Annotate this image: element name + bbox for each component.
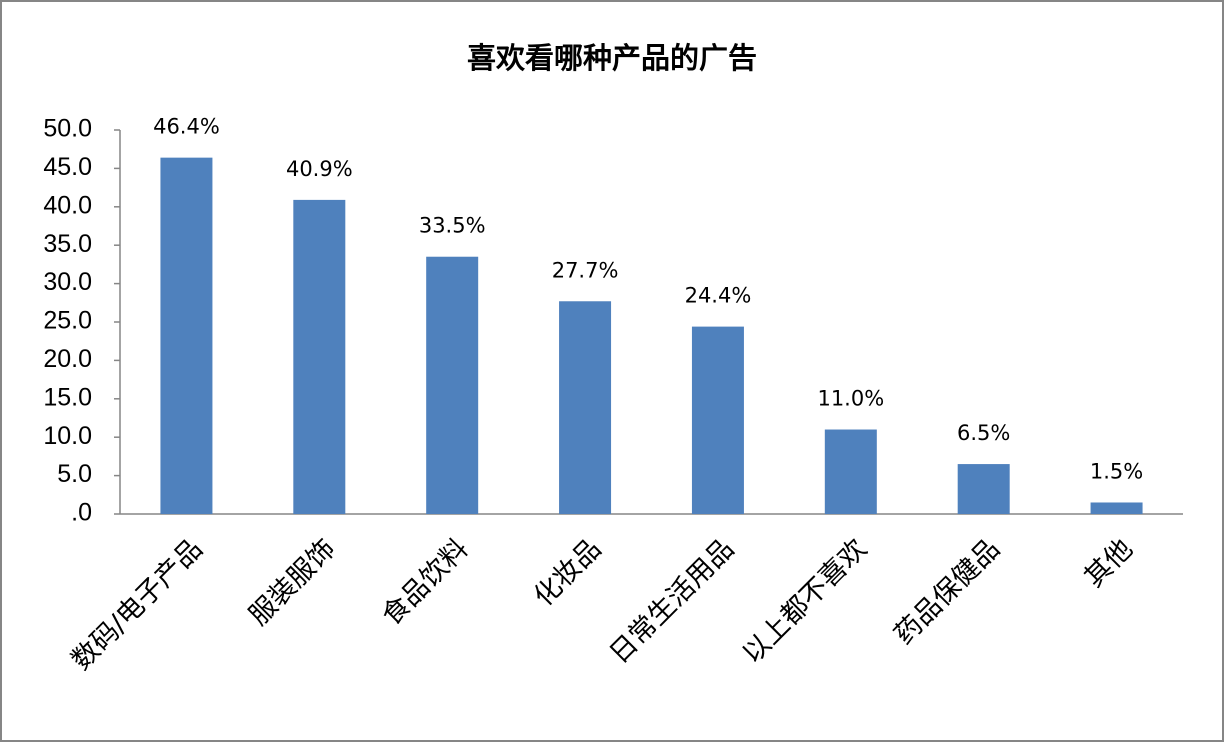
y-tick-label: 50.0	[43, 115, 92, 143]
data-label: 6.5%	[957, 421, 1010, 445]
y-tick-label: 25.0	[43, 307, 92, 335]
bar	[1090, 502, 1143, 514]
data-label: 27.7%	[552, 258, 619, 282]
bar	[691, 326, 744, 514]
y-tick-label: 15.0	[43, 383, 92, 411]
y-tick-label: .0	[71, 499, 92, 527]
bar	[824, 429, 877, 514]
y-tick-label: 30.0	[43, 268, 92, 296]
y-tick-label: 10.0	[43, 422, 92, 450]
y-tick-label: 40.0	[43, 191, 92, 219]
chart-title: 喜欢看哪种产品的广告	[467, 41, 757, 75]
bar	[293, 199, 346, 514]
data-label: 1.5%	[1090, 459, 1143, 483]
data-label: 40.9%	[286, 157, 353, 181]
y-tick-label: 5.0	[57, 460, 92, 488]
data-label: 46.4%	[153, 115, 220, 139]
bar	[957, 464, 1010, 514]
y-tick-label: 20.0	[43, 345, 92, 373]
bar	[559, 301, 612, 514]
y-tick-label: 35.0	[43, 230, 92, 258]
data-label: 33.5%	[419, 214, 486, 238]
y-tick-label: 45.0	[43, 153, 92, 181]
data-label: 24.4%	[685, 284, 752, 308]
bar	[426, 256, 479, 514]
data-label: 11.0%	[817, 387, 884, 411]
bar	[160, 157, 213, 514]
